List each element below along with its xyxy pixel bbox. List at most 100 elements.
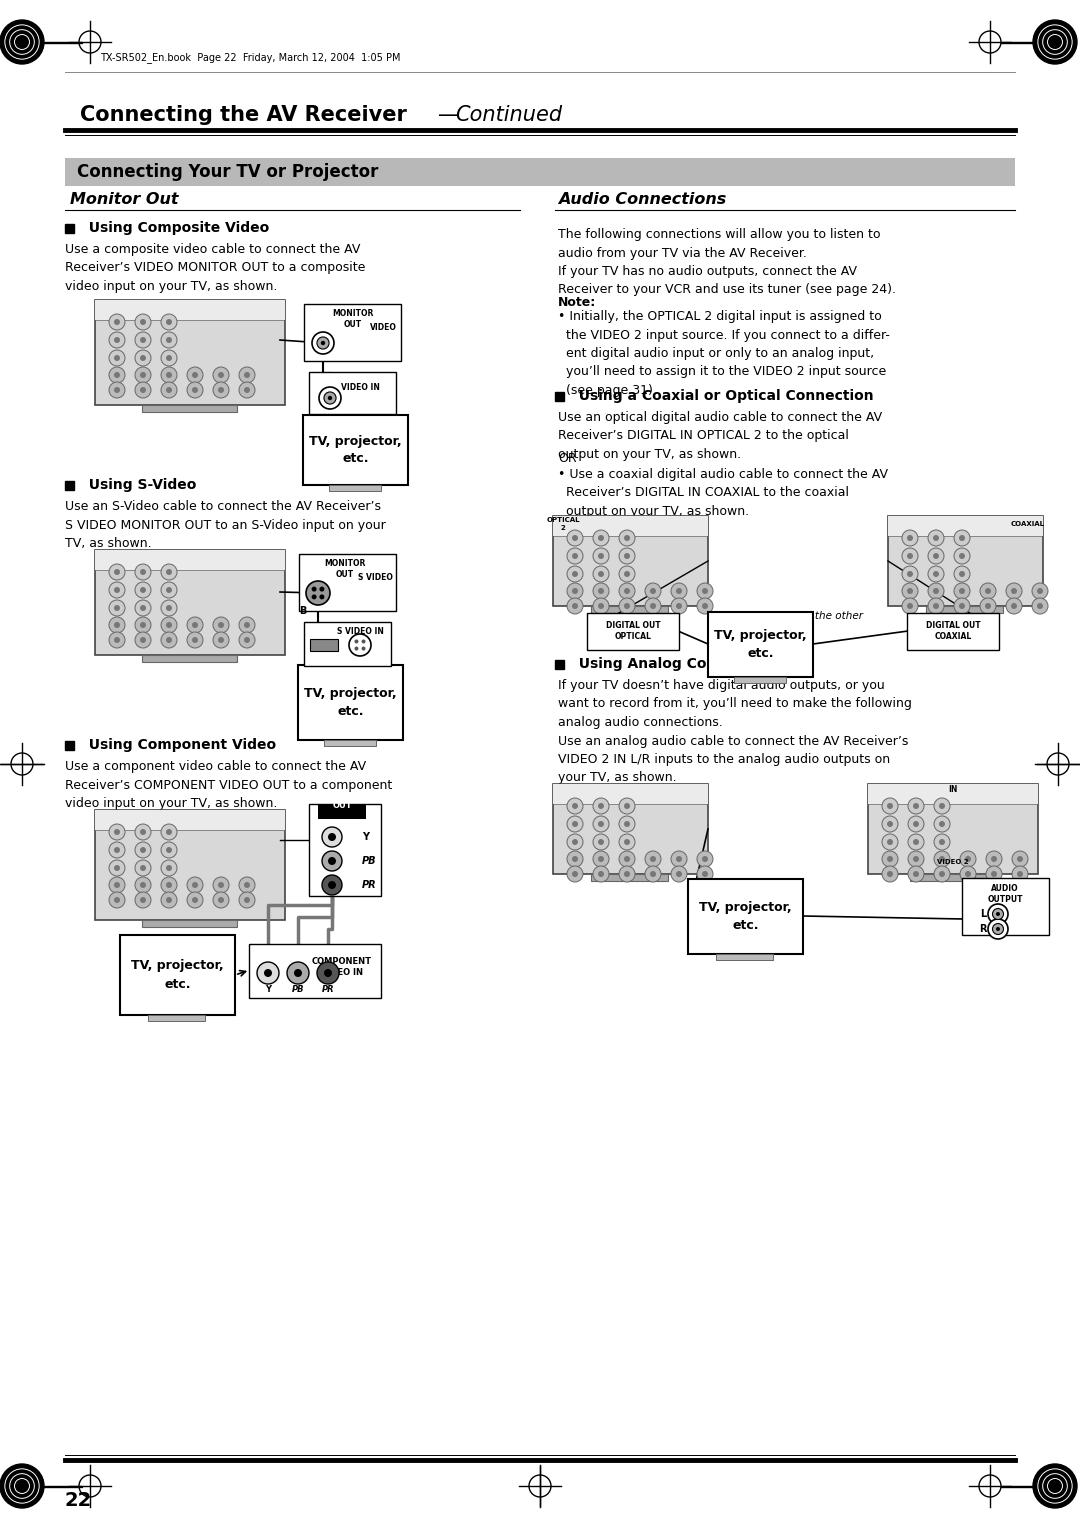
Circle shape bbox=[650, 871, 656, 877]
Circle shape bbox=[593, 866, 609, 882]
Circle shape bbox=[954, 584, 970, 599]
Text: Monitor Out: Monitor Out bbox=[70, 193, 178, 208]
Circle shape bbox=[624, 871, 630, 877]
Circle shape bbox=[161, 332, 177, 348]
Circle shape bbox=[1037, 604, 1043, 610]
Text: AUDIO
OUTPUT: AUDIO OUTPUT bbox=[987, 885, 1023, 905]
Bar bbox=[65, 157, 1015, 186]
Circle shape bbox=[598, 839, 604, 845]
Circle shape bbox=[671, 851, 687, 866]
Circle shape bbox=[135, 842, 151, 859]
Text: S VIDEO IN: S VIDEO IN bbox=[337, 628, 383, 637]
Circle shape bbox=[650, 588, 656, 594]
Circle shape bbox=[218, 882, 224, 888]
Circle shape bbox=[354, 639, 359, 643]
Text: • Initially, the OPTICAL 2 digital input is assigned to
  the VIDEO 2 input sour: • Initially, the OPTICAL 2 digital input… bbox=[558, 310, 890, 397]
Bar bbox=[310, 639, 338, 651]
Text: Using a Coaxial or Optical Connection: Using a Coaxial or Optical Connection bbox=[569, 390, 874, 403]
Text: TV, projector,
etc.: TV, projector, etc. bbox=[305, 688, 396, 718]
Circle shape bbox=[996, 912, 1000, 915]
Circle shape bbox=[135, 332, 151, 348]
Circle shape bbox=[109, 313, 125, 330]
Circle shape bbox=[239, 382, 255, 397]
Text: S VIDEO: S VIDEO bbox=[357, 573, 392, 582]
Circle shape bbox=[993, 909, 1003, 920]
Circle shape bbox=[619, 816, 635, 833]
Circle shape bbox=[939, 871, 945, 877]
Circle shape bbox=[960, 866, 976, 882]
Circle shape bbox=[619, 851, 635, 866]
Circle shape bbox=[650, 604, 656, 610]
Circle shape bbox=[218, 371, 224, 377]
Circle shape bbox=[928, 530, 944, 545]
Text: Audio Connections: Audio Connections bbox=[558, 193, 726, 208]
Circle shape bbox=[187, 367, 203, 384]
Circle shape bbox=[671, 584, 687, 599]
Circle shape bbox=[166, 830, 172, 834]
Circle shape bbox=[1017, 856, 1023, 862]
Circle shape bbox=[593, 597, 609, 614]
Circle shape bbox=[933, 535, 939, 541]
Circle shape bbox=[959, 604, 966, 610]
Circle shape bbox=[988, 918, 1008, 940]
Circle shape bbox=[166, 371, 172, 377]
Circle shape bbox=[572, 571, 578, 578]
Circle shape bbox=[324, 393, 336, 403]
Bar bbox=[888, 516, 1043, 607]
FancyBboxPatch shape bbox=[303, 622, 391, 666]
Circle shape bbox=[598, 804, 604, 808]
Circle shape bbox=[109, 877, 125, 892]
Circle shape bbox=[619, 530, 635, 545]
Circle shape bbox=[140, 830, 146, 834]
Circle shape bbox=[572, 871, 578, 877]
Circle shape bbox=[1012, 851, 1028, 866]
Circle shape bbox=[954, 549, 970, 564]
Circle shape bbox=[140, 587, 146, 593]
Circle shape bbox=[902, 549, 918, 564]
Text: OUT: OUT bbox=[333, 801, 352, 810]
Bar bbox=[141, 405, 237, 413]
Circle shape bbox=[114, 865, 120, 871]
Circle shape bbox=[913, 821, 919, 827]
Bar bbox=[926, 607, 1003, 613]
Circle shape bbox=[328, 857, 336, 865]
Circle shape bbox=[966, 856, 971, 862]
Circle shape bbox=[986, 851, 1002, 866]
Circle shape bbox=[567, 597, 583, 614]
Bar bbox=[555, 391, 564, 400]
Text: Use an optical digital audio cable to connect the AV
Receiver’s DIGITAL IN OPTIC: Use an optical digital audio cable to co… bbox=[558, 411, 882, 461]
Circle shape bbox=[1037, 588, 1043, 594]
Circle shape bbox=[322, 827, 342, 847]
Text: TV, projector,
etc.: TV, projector, etc. bbox=[699, 902, 792, 932]
Circle shape bbox=[187, 892, 203, 908]
Circle shape bbox=[959, 553, 966, 559]
Circle shape bbox=[933, 604, 939, 610]
Circle shape bbox=[593, 834, 609, 850]
Circle shape bbox=[114, 605, 120, 611]
Circle shape bbox=[913, 804, 919, 808]
Circle shape bbox=[213, 367, 229, 384]
Circle shape bbox=[598, 571, 604, 578]
Circle shape bbox=[135, 877, 151, 892]
Circle shape bbox=[114, 882, 120, 888]
Bar bbox=[148, 1015, 205, 1021]
Circle shape bbox=[619, 584, 635, 599]
Circle shape bbox=[907, 588, 913, 594]
Circle shape bbox=[567, 549, 583, 564]
Circle shape bbox=[676, 856, 681, 862]
Circle shape bbox=[321, 341, 325, 345]
Circle shape bbox=[109, 564, 125, 581]
Circle shape bbox=[593, 851, 609, 866]
Circle shape bbox=[913, 839, 919, 845]
Circle shape bbox=[135, 633, 151, 648]
Circle shape bbox=[140, 622, 146, 628]
Circle shape bbox=[624, 839, 630, 845]
Circle shape bbox=[985, 588, 991, 594]
Circle shape bbox=[887, 856, 893, 862]
Circle shape bbox=[161, 633, 177, 648]
Circle shape bbox=[697, 866, 713, 882]
Text: Connecting the AV Receiver: Connecting the AV Receiver bbox=[80, 105, 407, 125]
Bar bbox=[95, 299, 285, 319]
Circle shape bbox=[598, 856, 604, 862]
Circle shape bbox=[887, 804, 893, 808]
